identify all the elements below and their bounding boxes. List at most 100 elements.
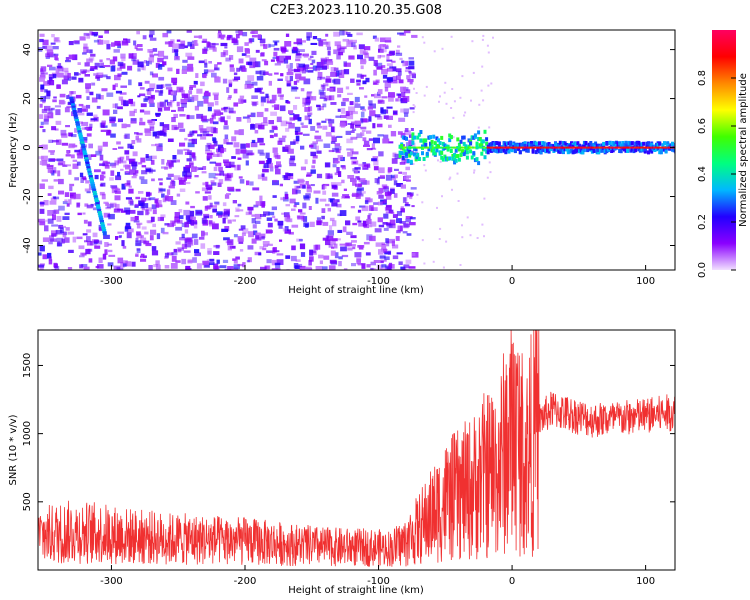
spectrogram-cell [171, 117, 176, 123]
spectrogram-cell [357, 183, 363, 187]
spectrogram-cell [549, 143, 553, 148]
spectrogram-cell [416, 193, 419, 196]
spectrogram-cell [624, 143, 628, 148]
spectrogram-cell [259, 246, 264, 250]
spectrogram-cell [146, 193, 151, 197]
spectrogram-cell [380, 260, 384, 264]
spectrogram-cell [334, 172, 340, 176]
spectrogram-cell [119, 157, 124, 163]
spectrogram-cell [517, 146, 520, 149]
spectrogram-cell [284, 229, 291, 234]
spectrogram-cell [133, 172, 138, 177]
spectrogram-cell [121, 240, 125, 247]
spectrogram-cell [366, 224, 373, 228]
spectrogram-cell [630, 147, 634, 152]
spectrogram-cell [115, 90, 122, 94]
spectrogram-cell [378, 167, 385, 174]
spectrogram-cell [128, 99, 133, 105]
spectrogram-cell [473, 169, 476, 172]
spectrogram-cell [155, 62, 160, 68]
spectrogram-cell [290, 255, 297, 262]
spectrogram-cell [221, 148, 227, 152]
spectrogram-cell [544, 148, 548, 153]
spectrogram-cell [592, 149, 596, 153]
spectrogram-cell [271, 206, 277, 211]
spectrogram-cell [421, 146, 423, 149]
spectrogram-cell [354, 169, 358, 174]
spectrogram-cell [547, 146, 550, 149]
spectrogram-cell [366, 148, 373, 151]
spectrogram-cell [148, 168, 153, 174]
spectrogram-cell [541, 141, 545, 145]
spectrogram-cell [61, 142, 69, 146]
spectrogram-cell [185, 165, 191, 169]
spectrogram-cell [101, 74, 108, 78]
spectrogram-cell [144, 110, 151, 115]
spectrogram-cell [233, 88, 238, 94]
spectrogram-cell [441, 146, 445, 151]
spectrogram-cell [249, 181, 254, 186]
spectrogram-cell [558, 140, 562, 145]
spectrogram-cell [493, 142, 497, 147]
spectrogram-cell [202, 182, 206, 186]
spectrogram-cell [102, 141, 108, 147]
spectrogram-cell [132, 53, 137, 59]
spectrogram-cell [271, 99, 276, 104]
spectrogram-cell [409, 151, 413, 156]
spectrogram-cell [439, 95, 441, 98]
spectrogram-cell [119, 267, 124, 270]
spectrogram-cell [130, 118, 137, 123]
spectrogram-cell [351, 263, 356, 267]
spectrogram-cell [217, 62, 222, 65]
spectrogram-cell [272, 147, 278, 153]
spectrogram-cell [456, 137, 460, 142]
spectrogram-cell [211, 72, 217, 78]
spectrogram-cell [478, 103, 481, 106]
spectrogram-cell [666, 144, 670, 148]
spectrogram-cell [83, 154, 88, 159]
spectrogram-cell [218, 179, 224, 185]
spectrogram-cell [72, 159, 78, 162]
spectrogram-cell [338, 47, 345, 53]
spectrogram-cell [118, 96, 124, 101]
spectrogram-cell [175, 260, 181, 263]
spectrogram-cell [293, 263, 299, 269]
spectrogram-cell [366, 198, 373, 203]
spectrogram-cell [66, 105, 73, 108]
spectrogram-cell [44, 105, 51, 111]
spectrogram-cell [242, 228, 249, 234]
spectrogram-cell [523, 141, 527, 146]
spectrogram-cell [246, 143, 250, 148]
spectrogram-cell [419, 146, 422, 149]
spectrogram-cell [411, 136, 415, 141]
spectrogram-cell [55, 209, 59, 214]
spectrogram-cell [552, 146, 555, 149]
spectrogram-cell [328, 149, 335, 153]
spectrogram-cell [40, 66, 47, 72]
spectrogram-cell [136, 30, 140, 35]
spectrogram-cell [481, 65, 484, 68]
spectrogram-cell [247, 61, 253, 66]
spectrogram-cell [187, 258, 193, 263]
spectrogram-cell [289, 113, 295, 116]
spectrogram-cell [398, 79, 404, 84]
snr-x-tick-label: 0 [509, 576, 515, 587]
spectrogram-cell [256, 76, 264, 81]
spectrogram-cell [331, 246, 335, 249]
spectrogram-cell [637, 147, 641, 152]
spectrogram-cell [255, 49, 260, 53]
spectrogram-cell [323, 83, 329, 87]
spectrogram-cell [383, 249, 388, 253]
spectrogram-cell [319, 96, 326, 99]
spectrogram-cell [44, 89, 48, 93]
spectrogram-cell [262, 241, 270, 245]
spectrogram-cell [234, 76, 241, 80]
spectrogram-cell [367, 215, 371, 221]
spectrogram-cell [162, 124, 170, 130]
spectrogram-cell [156, 200, 162, 205]
spectrogram-cell [469, 146, 472, 149]
spectrogram-cell [413, 152, 416, 157]
spectrogram-cell [47, 193, 52, 196]
spectrogram-cell [320, 57, 327, 63]
spectrogram-cell [449, 149, 453, 153]
